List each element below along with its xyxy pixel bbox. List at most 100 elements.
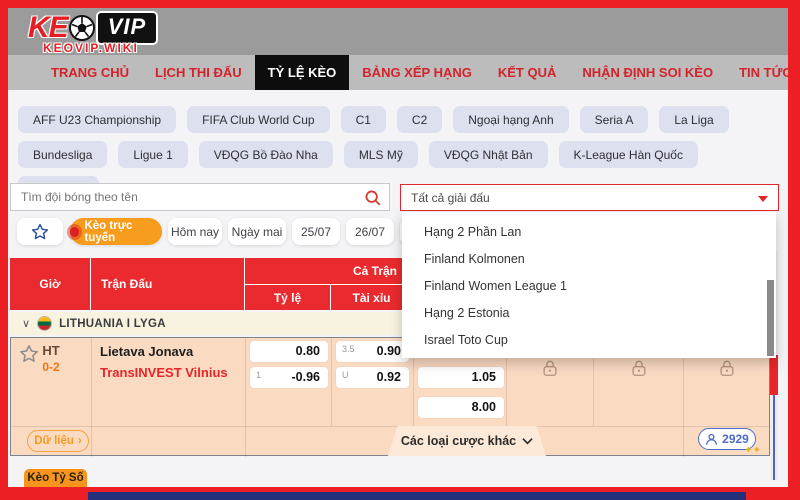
odds-value: 0.80	[295, 344, 320, 358]
nav-item-lich-thi-dau[interactable]: LỊCH THI ĐẤU	[155, 65, 242, 80]
odds-cell-total-1[interactable]: 3.5 0.90	[336, 341, 409, 362]
match-score: 0-2	[42, 360, 60, 374]
dropdown-scrollbar-thumb[interactable]	[767, 280, 774, 356]
search-input[interactable]	[11, 184, 389, 210]
nav-item-bang-xep-hang[interactable]: BẢNG XẾP HẠNG	[362, 65, 472, 80]
chevron-down-icon: ∨	[22, 318, 31, 330]
viewers-count: 2929	[722, 432, 749, 446]
more-bets-label: Các loại cược khác	[400, 434, 517, 448]
date-pill-tomorrow[interactable]: Ngày mai	[228, 218, 286, 245]
locked-odds-cell	[595, 358, 683, 379]
match-time: HT	[42, 343, 60, 358]
match-data-row: Dữ liệu › Các loại cược khác 2929 ✦✦	[11, 426, 769, 456]
odds-cell-extra-1[interactable]: 1.05	[418, 367, 504, 388]
live-dot-icon	[70, 226, 80, 237]
table-scrollbar-thumb[interactable]	[770, 355, 778, 395]
league-chips: AFF U23 Championship FIFA Club World Cup…	[18, 106, 780, 203]
odds-value: 1.05	[471, 370, 496, 384]
chip-league[interactable]: VĐQG Bồ Đào Nha	[198, 141, 333, 168]
odds-cell-handicap-1[interactable]: 0.80	[250, 341, 328, 362]
odds-value: -0.96	[291, 370, 321, 384]
league-name: LITHUANIA I LYGA	[59, 317, 166, 330]
match-row: HT 0-2 Lietava Jonava TransINVEST Vilniu…	[10, 337, 771, 457]
date-pill-today[interactable]: Hôm nay	[168, 218, 222, 245]
date-pill[interactable]: 25/07	[292, 218, 340, 245]
sparkle-icon: ✦✦	[744, 445, 761, 456]
chip-league[interactable]: Ngoại hạng Anh	[453, 106, 569, 133]
logo-text-vip: VIP	[95, 11, 159, 45]
chip-league[interactable]: Seria A	[579, 106, 649, 133]
home-team: Lietava Jonava	[100, 344, 194, 359]
tournament-dropdown-panel: Hạng 2 Phần Lan Finland Kolmonen Finland…	[402, 212, 776, 358]
table-scrollbar-line	[773, 395, 775, 480]
favorites-filter-button[interactable]	[17, 218, 63, 245]
nav-item-trang-chu[interactable]: TRANG CHỦ	[51, 65, 129, 80]
odds-value: 0.92	[376, 370, 401, 384]
favorite-star-icon[interactable]	[19, 344, 39, 364]
header-over-under: Tài xỉu	[330, 284, 412, 310]
dropdown-option[interactable]: Israel Toto Cup	[424, 333, 508, 347]
nav-item-ty-le-keo[interactable]: TỶ LỆ KÈO	[254, 55, 350, 90]
chip-league[interactable]: C2	[396, 106, 443, 133]
chip-league[interactable]: K-League Hàn Quốc	[558, 141, 698, 168]
lock-icon	[543, 360, 557, 376]
star-icon	[31, 223, 49, 239]
chevron-down-icon	[522, 438, 533, 445]
date-pill[interactable]: 26/07	[346, 218, 394, 245]
logo-domain: KEOVIP.WIKI	[43, 41, 139, 55]
team-search	[10, 183, 390, 211]
odds-prefix: 3.5	[342, 344, 355, 354]
chip-league[interactable]: Ligue 1	[118, 141, 188, 168]
chip-league[interactable]: Bundesliga	[18, 141, 108, 168]
dropdown-option[interactable]: Hạng 2 Estonia	[424, 306, 510, 320]
header-full-match: Cả Trận	[244, 258, 505, 284]
header-band: KE VIP KEOVIP.WIKI	[8, 8, 788, 55]
soccer-ball-icon	[68, 15, 95, 41]
dropdown-caret-icon	[758, 196, 768, 202]
locked-odds-cell	[506, 358, 594, 379]
chip-league[interactable]: C1	[340, 106, 386, 133]
search-icon[interactable]	[364, 189, 382, 207]
logo-text-ke: KE	[28, 11, 69, 44]
tournament-select-value: Tất cả giải đấu	[411, 190, 490, 205]
content-area: KE VIP KEOVIP.WIKI TRANG CHỦ LỊCH THI ĐẤ…	[8, 8, 788, 487]
score-odds-tab[interactable]: Kèo Tỷ Số	[24, 469, 87, 487]
locked-odds-cell	[683, 358, 771, 379]
chip-league[interactable]: VĐQG Nhật Bản	[428, 141, 548, 168]
chip-league[interactable]: AFF U23 Championship	[18, 106, 177, 133]
nav-item-ket-qua[interactable]: KẾT QUẢ	[497, 65, 557, 80]
lock-icon	[632, 360, 646, 376]
dropdown-option[interactable]: Hạng 2 Phần Lan	[424, 225, 522, 239]
header-time: Giờ	[39, 277, 61, 291]
person-icon	[706, 433, 718, 445]
chevron-right-icon: ›	[77, 435, 82, 447]
header-odds: Tỷ lệ	[244, 284, 330, 310]
odds-cell-total-2[interactable]: U 0.92	[336, 367, 409, 388]
chip-league[interactable]: FIFA Club World Cup	[187, 106, 330, 133]
tournament-select[interactable]: Tất cả giải đấu	[400, 184, 779, 211]
odds-cell-handicap-2[interactable]: 1 -0.96	[250, 367, 328, 388]
dropdown-option[interactable]: Finland Kolmonen	[424, 252, 525, 266]
footer-strip	[88, 492, 746, 500]
dropdown-option[interactable]: Finland Women League 1	[424, 279, 567, 293]
main-nav: TRANG CHỦ LỊCH THI ĐẤU TỶ LỆ KÈO BẢNG XẾ…	[8, 55, 788, 90]
data-button[interactable]: Dữ liệu ›	[27, 430, 89, 452]
nav-item-nhan-dinh[interactable]: NHẬN ĐỊNH SOI KÈO	[582, 65, 714, 80]
logo[interactable]: KE VIP	[28, 11, 159, 45]
viewers-badge: 2929 ✦✦	[698, 428, 761, 456]
away-team: TransINVEST Vilnius	[100, 365, 228, 380]
chip-league[interactable]: MLS Mỹ	[343, 141, 418, 168]
live-odds-label: Kèo trực tuyến	[84, 219, 133, 244]
odds-value: 0.90	[376, 344, 401, 358]
lock-icon	[720, 360, 734, 376]
more-bets-button[interactable]: Các loại cược khác	[388, 426, 546, 456]
chip-league[interactable]: La Liga	[659, 106, 729, 133]
header-match: Trận Đấu	[90, 258, 244, 310]
live-odds-toggle[interactable]: Kèo trực tuyến	[70, 218, 162, 245]
odds-prefix: 1	[256, 370, 262, 380]
odds-cell-extra-2[interactable]: 8.00	[418, 397, 504, 418]
data-button-label: Dữ liệu	[34, 435, 74, 447]
nav-item-tin-tuc[interactable]: TIN TỨC	[739, 65, 788, 80]
flag-lithuania-icon	[38, 317, 52, 330]
